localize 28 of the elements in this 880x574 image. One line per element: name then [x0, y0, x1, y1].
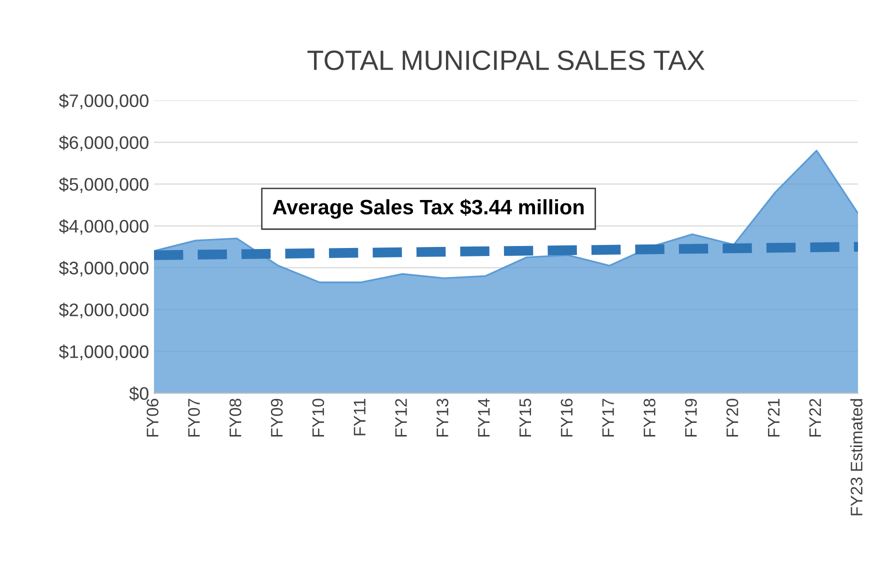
- x-tick-label: FY09: [270, 398, 283, 437]
- x-tick-label: FY12: [395, 398, 407, 437]
- x-tick-label: FY18: [644, 398, 656, 437]
- chart-title: TOTAL MUNICIPAL SALES TAX: [307, 50, 705, 70]
- x-tick-label: FY10: [312, 398, 324, 437]
- annotation: Average Sales Tax $3.44 million: [272, 198, 584, 219]
- y-tick-label: $7,000,000: [58, 94, 148, 110]
- x-tick-label: FY23 Estimated: [850, 399, 862, 516]
- y-tick-label: $2,000,000: [58, 302, 148, 318]
- x-tick-label: FY14: [478, 398, 490, 437]
- y-tick-label: $4,000,000: [58, 219, 148, 235]
- x-tick-label: FY08: [229, 398, 242, 437]
- x-tick-label: FY06: [146, 398, 158, 437]
- x-tick-label: FY07: [188, 398, 200, 437]
- x-tick-label: FY13: [436, 398, 448, 437]
- x-tick-label: FY21: [768, 398, 780, 437]
- x-tick-label: FY22: [809, 398, 821, 437]
- x-tick-label: FY11: [354, 398, 366, 436]
- y-tick-label: $5,000,000: [58, 177, 148, 193]
- y-tick-label: $6,000,000: [58, 135, 148, 152]
- x-tick-label: FY20: [726, 398, 738, 437]
- y-tick-label: $0: [129, 386, 148, 401]
- y-tick-label: $1,000,000: [58, 344, 148, 360]
- x-tick-label: FY16: [560, 398, 573, 437]
- x-tick-label: FY19: [685, 398, 697, 437]
- x-tick-label: FY15: [520, 398, 532, 437]
- x-tick-label: FY17: [602, 398, 614, 437]
- y-tick-label: $3,000,000: [58, 260, 148, 277]
